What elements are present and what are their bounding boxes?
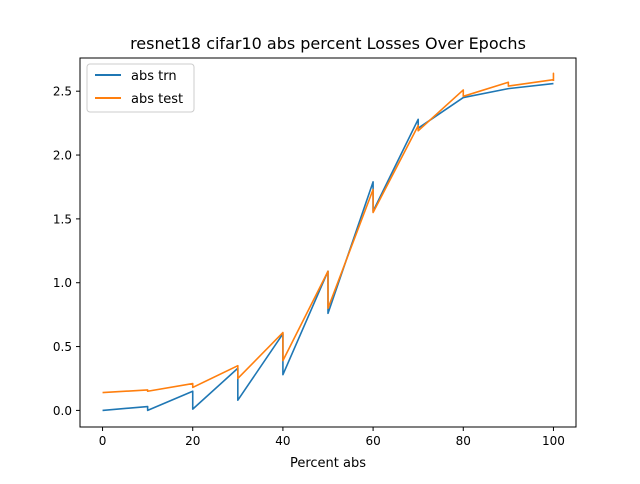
x-axis-label: Percent abs	[290, 456, 366, 471]
y-tick-label: 1.5	[53, 212, 72, 226]
x-tick-label: 0	[99, 434, 107, 448]
legend-label-abs-trn: abs trn	[131, 69, 177, 84]
y-tick-label: 0.5	[53, 340, 72, 354]
legend-label-abs-test: abs test	[131, 92, 183, 107]
x-tick-label: 40	[275, 434, 290, 448]
x-axis: 0 20 40 60 80 100	[99, 427, 565, 448]
x-tick-label: 60	[365, 434, 380, 448]
plot-frame	[79, 57, 577, 428]
series-layer	[102, 72, 555, 412]
y-axis: 0.0 0.5 1.0 1.5 2.0 2.5	[53, 85, 80, 418]
legend: abs trn abs test	[86, 63, 195, 113]
y-tick-label: 1.0	[53, 276, 72, 290]
chart-title: resnet18 cifar10 abs percent Losses Over…	[130, 34, 526, 53]
x-tick-label: 80	[456, 434, 471, 448]
x-tick-label: 20	[185, 434, 200, 448]
x-tick-label: 100	[542, 434, 565, 448]
series-line-abs-test	[102, 72, 555, 394]
y-tick-label: 2.5	[53, 85, 72, 99]
y-tick-label: 2.0	[53, 149, 72, 163]
y-tick-label: 0.0	[53, 404, 72, 418]
